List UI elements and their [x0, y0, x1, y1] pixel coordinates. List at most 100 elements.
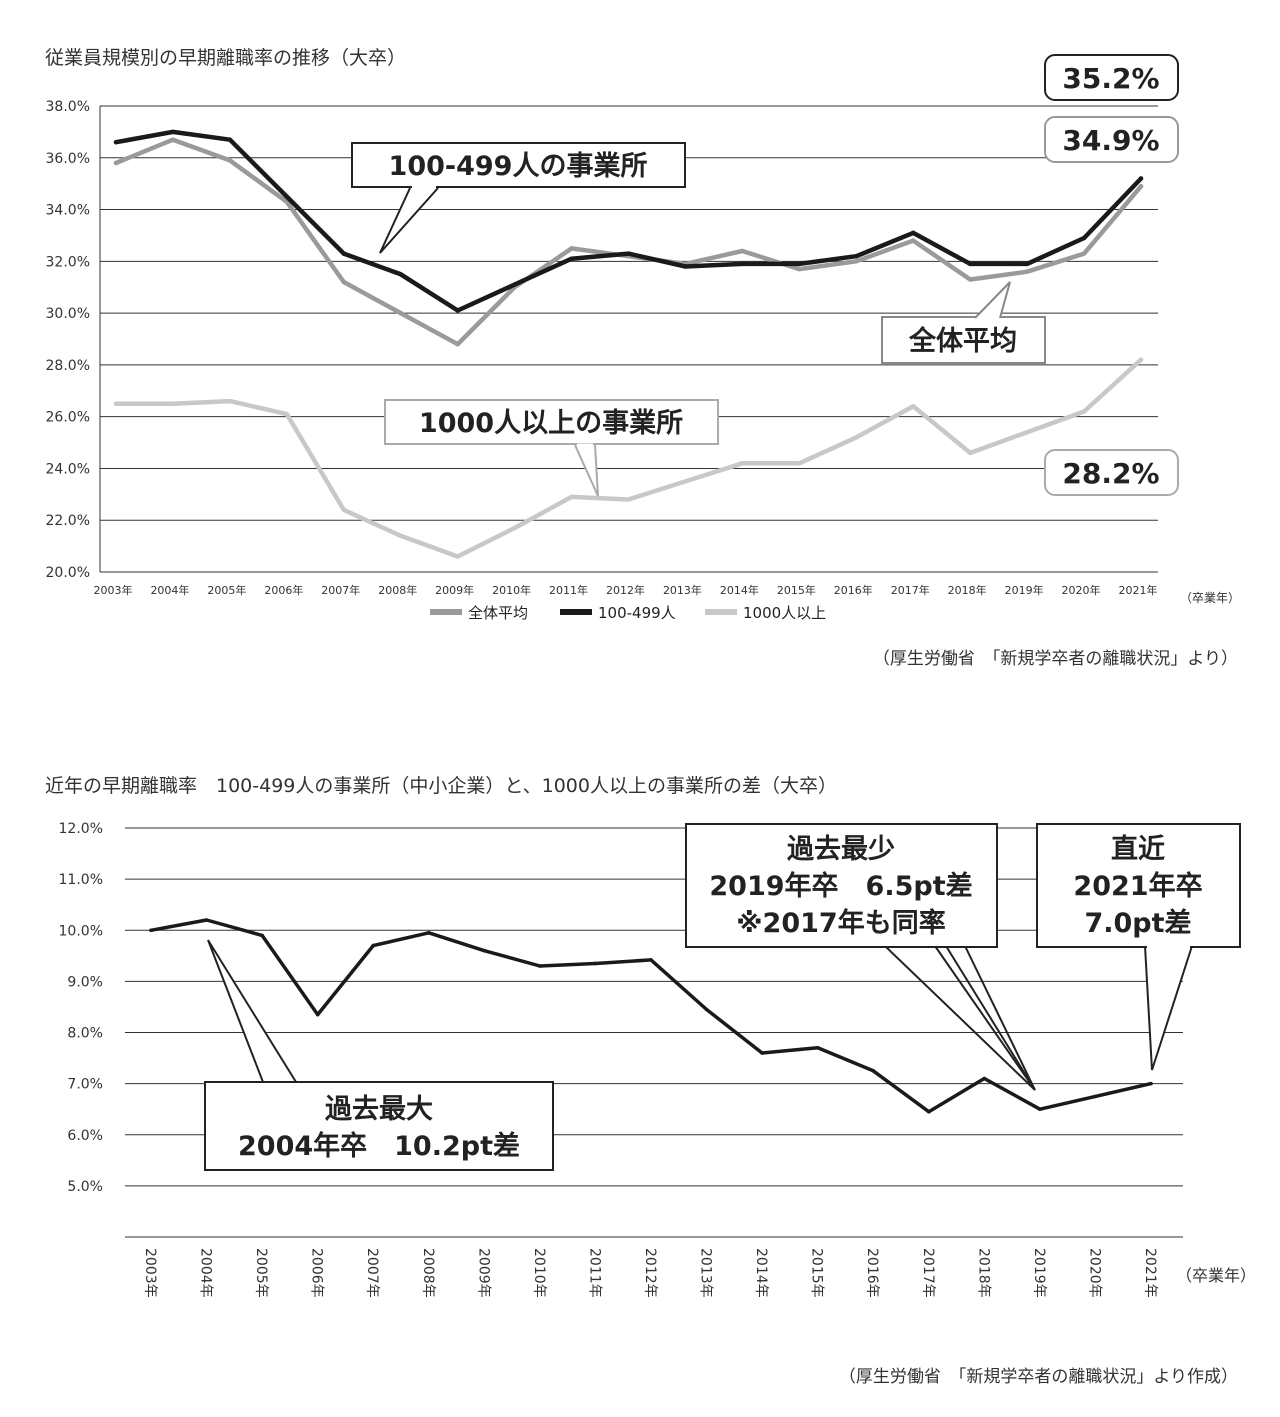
chart-1-series-1000-point — [455, 554, 460, 559]
chart-1-series-100-499-point — [854, 253, 859, 259]
callout-max-line2: 2004年卒 10.2pt差 — [238, 1130, 520, 1162]
chart-2-xtick-label: 2021年 — [1142, 1248, 1158, 1298]
chart-1-legend: 全体平均 100-499人 1000人以上 — [430, 604, 826, 622]
chart-2-gap-point — [260, 933, 264, 938]
chart-1-ytick-label: 22.0% — [46, 513, 90, 529]
chart-2-gap-point — [871, 1069, 876, 1073]
callout-1000: 1000人以上の事業所 — [384, 399, 719, 497]
chart-1-series-1000-point — [170, 401, 176, 406]
chart-1-xtick-label: 2012年 — [606, 583, 645, 597]
chart-2-xtick-label: 2006年 — [309, 1248, 325, 1298]
chart-1-ytick-label: 28.0% — [46, 358, 90, 374]
chart-2-ytick-label: 11.0% — [59, 872, 103, 888]
chart-1-ytick-label: 20.0% — [46, 565, 90, 581]
callout-avg: 全体平均 — [881, 281, 1046, 364]
chart-1-ytick-label: 30.0% — [46, 306, 90, 322]
chart-1-series-1000-line — [113, 357, 1144, 559]
chart-1: 従業員規模別の早期離職率の推移（大卒） 20.0% 22.0% 24.0% 26.0%… — [45, 47, 1240, 669]
chart-1-ytick-label: 32.0% — [46, 254, 90, 270]
chart-1-series-100-499-point — [797, 261, 802, 267]
chart-1-xtick-label: 2003年 — [94, 583, 133, 597]
chart-1-series-100-499-point — [170, 129, 176, 135]
chart-1-series-100-499-point — [341, 251, 346, 256]
chart-2-gap-point — [149, 928, 153, 933]
chart-1-series-100-499-point — [569, 256, 574, 261]
chart-1-series-avg-point — [911, 238, 916, 243]
chart-2-gap-point — [760, 1051, 764, 1055]
chart-1-xtick-label: 2018年 — [948, 583, 987, 597]
chart-1-series-avg-point — [113, 160, 119, 166]
callout-min: 過去最少 2019年卒 6.5pt差 ※2017年も同率 — [685, 823, 1036, 1091]
chart-2-gap-point — [482, 948, 487, 953]
badge-avg-value: 34.9% — [1062, 124, 1159, 157]
chart-2-xtick-label: 2007年 — [364, 1248, 380, 1298]
chart-1-series-avg-point — [1024, 269, 1030, 274]
chart-1-series-avg-point — [854, 259, 859, 264]
chart-1-series-1000-point — [1138, 357, 1144, 362]
chart-2-gap-point — [538, 964, 542, 968]
chart-1-series-avg-point — [170, 137, 176, 142]
chart-1-series-100-499-point — [284, 194, 290, 199]
callout-recent-line1: 直近 — [1111, 834, 1165, 865]
chart-2-gap-point — [815, 1046, 820, 1050]
chart-2-gap-point — [371, 943, 376, 948]
chart-2-xtick-label: 2015年 — [809, 1248, 825, 1298]
chart-2: 近年の早期離職率 100-499人の事業所（中小企業）と、1000人以上の事業所… — [45, 775, 1256, 1387]
chart-1-ytick-label: 36.0% — [46, 151, 90, 167]
chart-1-series-1000-point — [512, 525, 517, 531]
callout-avg-label: 全体平均 — [908, 325, 1017, 357]
chart-2-gap-point — [426, 931, 431, 935]
chart-2-xtick-label: 2010年 — [531, 1248, 547, 1298]
chart-2-ytick-label: 8.0% — [67, 1026, 103, 1042]
chart-2-gap-point — [204, 918, 209, 922]
chart-1-series-1000-point — [683, 479, 688, 484]
chart-1-xtick-label: 2016年 — [834, 583, 873, 597]
callout-min-line3: ※2017年も同率 — [736, 907, 945, 939]
chart-1-xtick-label: 2006年 — [264, 583, 303, 597]
chart-2-gap-point — [1149, 1081, 1153, 1086]
chart-1-xtick-label: 2005年 — [207, 583, 246, 597]
badge-1000-value: 28.2% — [1062, 457, 1159, 490]
chart-2-gap-point — [593, 961, 598, 966]
callout-recent: 直近 2021年卒 7.0pt差 — [1036, 823, 1241, 1071]
chart-2-xtick-label: 2009年 — [475, 1248, 491, 1298]
chart-1-xtick-label: 2010年 — [492, 583, 531, 597]
callout-max: 過去最大 2004年卒 10.2pt差 — [204, 939, 554, 1171]
chart-2-source: （厚生労働省 「新規学卒者の離職状況」より作成） — [839, 1367, 1238, 1387]
chart-1-series-100-499-point — [398, 272, 403, 277]
chart-2-xtick-label: 2003年 — [142, 1248, 158, 1298]
chart-2-ytick-label: 5.0% — [67, 1179, 103, 1195]
chart-1-xtick-label: 2008年 — [378, 583, 417, 597]
callout-recent-line3: 7.0pt差 — [1084, 907, 1191, 939]
chart-1-series-100-499-point — [1081, 235, 1087, 241]
chart-2-xtick-label: 2016年 — [864, 1248, 880, 1298]
chart-1-series-1000-point — [284, 411, 290, 417]
callout-max-line1: 過去最大 — [325, 1094, 433, 1125]
chart-1-series-100-499-point — [740, 261, 745, 267]
chart-1-series-1000-point — [911, 404, 916, 409]
chart-2-xtick-label: 2014年 — [753, 1248, 769, 1298]
chart-1-source: （厚生労働省 「新規学卒者の離職状況」より） — [873, 649, 1238, 669]
chart-2-gap-point — [982, 1076, 987, 1081]
legend-label-avg: 全体平均 — [468, 604, 528, 622]
chart-1-xtick-label: 2020年 — [1062, 583, 1101, 597]
chart-1-series-1000-point — [967, 450, 973, 456]
chart-1-xtick-label: 2017年 — [891, 583, 930, 597]
chart-1-series-1000-point — [227, 398, 233, 404]
chart-1-series-100-499-point — [1138, 176, 1144, 181]
chart-2-gap-point — [704, 1007, 709, 1012]
chart-2-xtick-label: 2020年 — [1086, 1248, 1102, 1298]
chart-1-series-100-499-point — [683, 264, 688, 269]
chart-2-xtick-label: 2017年 — [920, 1248, 936, 1298]
chart-2-xtick-label: 2004年 — [198, 1248, 214, 1298]
chart-1-xtick-label: 2015年 — [777, 583, 816, 597]
chart-1-title: 従業員規模別の早期離職率の推移（大卒） — [45, 47, 406, 69]
chart-2-x-unit: （卒業年） — [1176, 1266, 1256, 1285]
chart-1-series-100-499-point — [1024, 261, 1030, 267]
chart-1-series-avg-point — [1138, 184, 1144, 189]
legend-label-1000: 1000人以上 — [743, 604, 826, 622]
callout-min-line2: 2019年卒 6.5pt差 — [709, 870, 972, 902]
chart-2-ytick-label: 9.0% — [67, 974, 103, 990]
chart-1-series-1000-point — [113, 401, 119, 406]
chart-2-xtick-label: 2012年 — [642, 1248, 658, 1298]
